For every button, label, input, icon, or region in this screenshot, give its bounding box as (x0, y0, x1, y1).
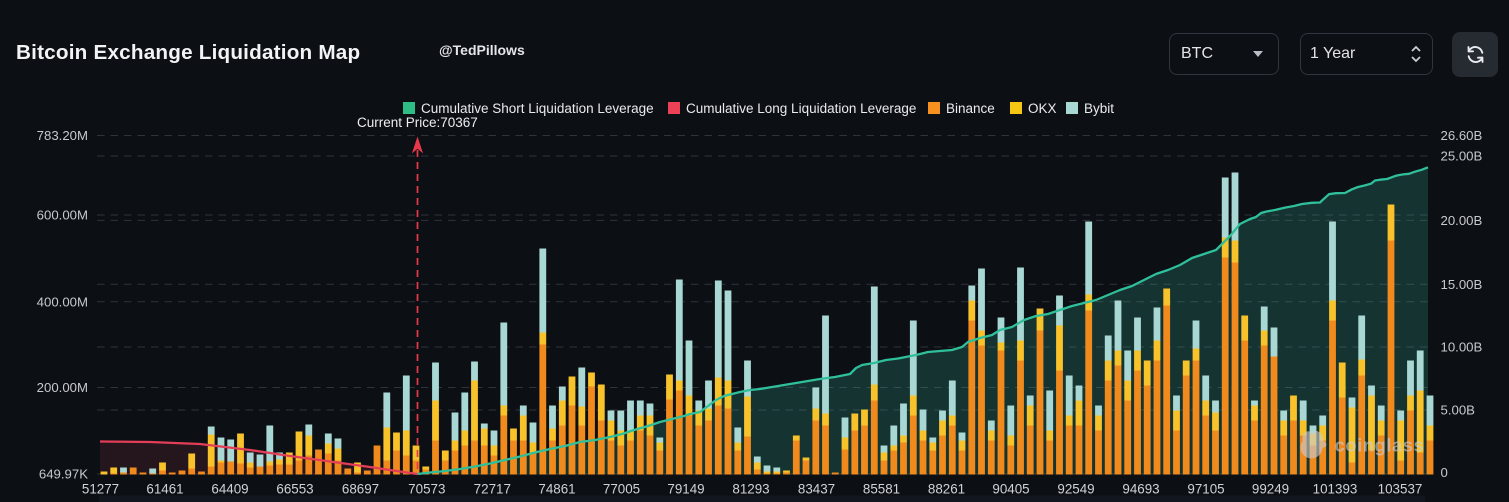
svg-text:92549: 92549 (1057, 482, 1094, 497)
svg-text:77005: 77005 (603, 482, 640, 497)
svg-text:70573: 70573 (408, 482, 445, 497)
svg-text:15.00B: 15.00B (1441, 277, 1483, 292)
svg-text:400.00M: 400.00M (37, 294, 88, 309)
svg-text:200.00M: 200.00M (37, 380, 88, 395)
svg-text:26.60B: 26.60B (1441, 128, 1483, 143)
svg-text:66553: 66553 (276, 482, 313, 497)
svg-text:88261: 88261 (928, 482, 965, 497)
svg-text:61461: 61461 (146, 482, 183, 497)
svg-text:783.20M: 783.20M (37, 128, 88, 143)
svg-text:99249: 99249 (1252, 482, 1289, 497)
svg-text:10.00B: 10.00B (1441, 340, 1483, 355)
svg-text:64409: 64409 (211, 482, 248, 497)
svg-text:83437: 83437 (798, 482, 835, 497)
svg-text:20.00B: 20.00B (1441, 213, 1483, 228)
svg-text:103537: 103537 (1378, 482, 1423, 497)
svg-text:51277: 51277 (82, 482, 119, 497)
svg-text:coinglass: coinglass (1335, 435, 1425, 456)
svg-text:81293: 81293 (732, 482, 769, 497)
svg-text:74861: 74861 (538, 482, 575, 497)
svg-text:97105: 97105 (1187, 482, 1224, 497)
svg-text:79149: 79149 (667, 482, 704, 497)
svg-text:649.97K: 649.97K (39, 467, 88, 482)
svg-text:85581: 85581 (863, 482, 900, 497)
svg-text:0: 0 (1441, 465, 1448, 480)
svg-text:600.00M: 600.00M (37, 208, 88, 223)
svg-text:101393: 101393 (1313, 482, 1358, 497)
svg-text:90405: 90405 (992, 482, 1029, 497)
svg-text:68697: 68697 (342, 482, 379, 497)
svg-text:72717: 72717 (474, 482, 511, 497)
svg-text:25.00B: 25.00B (1441, 149, 1483, 164)
svg-text:94693: 94693 (1122, 482, 1159, 497)
svg-text:5.00B: 5.00B (1441, 403, 1476, 418)
